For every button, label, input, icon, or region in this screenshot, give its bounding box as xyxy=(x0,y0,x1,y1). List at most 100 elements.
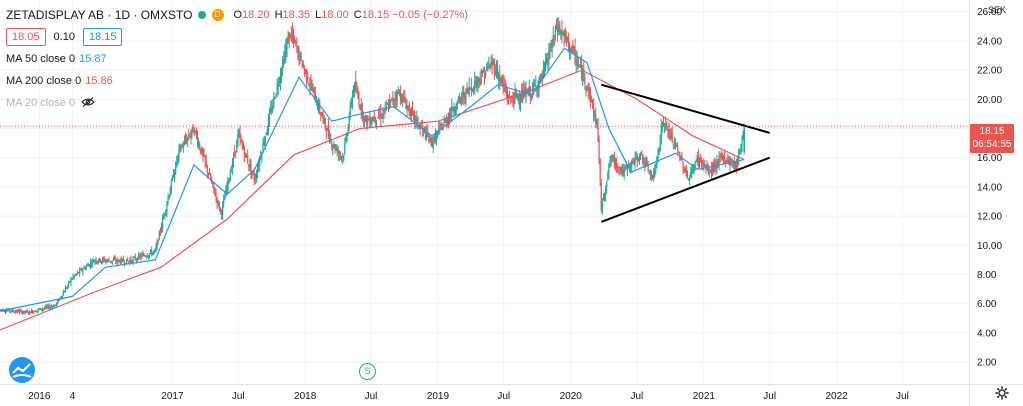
candle-body xyxy=(539,76,541,81)
candle-body xyxy=(474,81,476,92)
candle-body xyxy=(701,159,703,163)
candle-body xyxy=(444,119,446,123)
candle-body xyxy=(23,310,25,313)
candle-body xyxy=(35,311,37,313)
candle-body xyxy=(459,97,462,100)
candle-body xyxy=(638,159,641,161)
indicator-ma200[interactable]: MA 200 close 0 15.86 xyxy=(6,70,471,92)
candle-body xyxy=(161,218,164,229)
candle-body xyxy=(238,134,240,136)
candle-body xyxy=(708,171,710,175)
candle-body xyxy=(534,85,536,87)
candle-body xyxy=(734,162,737,167)
candle-body xyxy=(741,139,743,147)
candle-body xyxy=(535,84,537,88)
candle-body xyxy=(144,256,146,258)
candle-body xyxy=(372,118,374,122)
bid-price[interactable]: 18.05 xyxy=(6,28,46,46)
candle-body xyxy=(463,91,465,98)
candle-body xyxy=(500,77,502,83)
candle-body xyxy=(323,117,325,119)
candle-body xyxy=(680,158,682,160)
candle-body xyxy=(307,76,309,82)
candle-body xyxy=(131,260,133,263)
candle-body xyxy=(122,258,124,262)
gear-icon[interactable] xyxy=(995,386,1009,403)
candle-body xyxy=(684,169,686,172)
candle-body xyxy=(445,119,447,124)
candle-body xyxy=(232,154,235,164)
candle-body xyxy=(738,150,740,159)
candle-body xyxy=(603,193,606,200)
candle-body xyxy=(263,142,265,145)
candle-body xyxy=(433,135,435,141)
candle-body xyxy=(583,68,585,76)
candle-body xyxy=(373,117,375,120)
indicator-ma20[interactable]: MA 20 close 0 xyxy=(6,92,471,114)
candle-body xyxy=(104,259,106,262)
candle-body xyxy=(551,42,553,48)
candle-body xyxy=(482,71,485,73)
candle-body xyxy=(167,197,169,204)
symbol-title[interactable]: ZETADISPLAY AB · 1D · OMXSTO xyxy=(6,8,193,22)
candle-body xyxy=(375,120,378,123)
candle-body xyxy=(689,176,691,182)
candle-body xyxy=(234,151,236,153)
candle-body xyxy=(203,154,205,157)
candle-body xyxy=(44,308,46,310)
low-label: L xyxy=(315,9,322,21)
candle-body xyxy=(593,106,595,116)
candle-body xyxy=(175,162,177,174)
tradingview-logo-icon[interactable] xyxy=(8,356,36,384)
candle-body xyxy=(537,87,539,91)
candle-body xyxy=(696,155,698,163)
candle-body xyxy=(397,92,399,94)
candle-body xyxy=(250,162,252,173)
ask-price[interactable]: 18.15 xyxy=(82,28,123,46)
y-tick-label: 22.00 xyxy=(977,66,1002,77)
candle-body xyxy=(27,312,29,314)
candle-body xyxy=(137,255,140,260)
candle-body xyxy=(127,259,129,262)
candle-body xyxy=(283,59,285,64)
candle-body xyxy=(333,143,335,147)
candle-body xyxy=(324,118,326,127)
candle-body xyxy=(240,140,242,142)
candle-body xyxy=(443,121,445,124)
candle-body xyxy=(478,78,480,80)
candle-body xyxy=(215,194,217,198)
candle-body xyxy=(429,136,431,142)
low-value: 18.00 xyxy=(321,9,349,21)
candle-body xyxy=(194,130,196,132)
candle-body xyxy=(296,46,298,49)
candle-body xyxy=(120,258,122,265)
candle-body xyxy=(10,311,12,313)
candle-body xyxy=(483,68,486,78)
candle-body xyxy=(466,86,468,90)
candle-body xyxy=(447,118,450,121)
candle-body xyxy=(552,34,554,45)
candle-body xyxy=(50,306,52,308)
candle-body xyxy=(111,260,113,262)
candle-body xyxy=(3,310,5,312)
delayed-badge[interactable]: D xyxy=(211,9,224,21)
candle-body xyxy=(12,309,14,312)
candle-body xyxy=(543,66,546,71)
candle-body xyxy=(398,91,400,93)
candle-body xyxy=(464,95,466,100)
x-tick-label: Jul xyxy=(232,391,245,402)
split-marker[interactable]: S xyxy=(359,363,376,380)
candle-body xyxy=(435,133,438,140)
candle-body xyxy=(316,103,319,109)
candle-body xyxy=(259,157,261,166)
candle-body xyxy=(683,168,685,171)
eye-off-icon[interactable] xyxy=(81,96,95,110)
candle-body xyxy=(711,164,714,172)
candle-body xyxy=(105,260,107,262)
indicator-ma50[interactable]: MA 50 close 0 15.87 xyxy=(6,48,471,70)
candle-body xyxy=(456,101,458,110)
candle-body xyxy=(617,167,619,169)
candle-body xyxy=(529,87,531,97)
